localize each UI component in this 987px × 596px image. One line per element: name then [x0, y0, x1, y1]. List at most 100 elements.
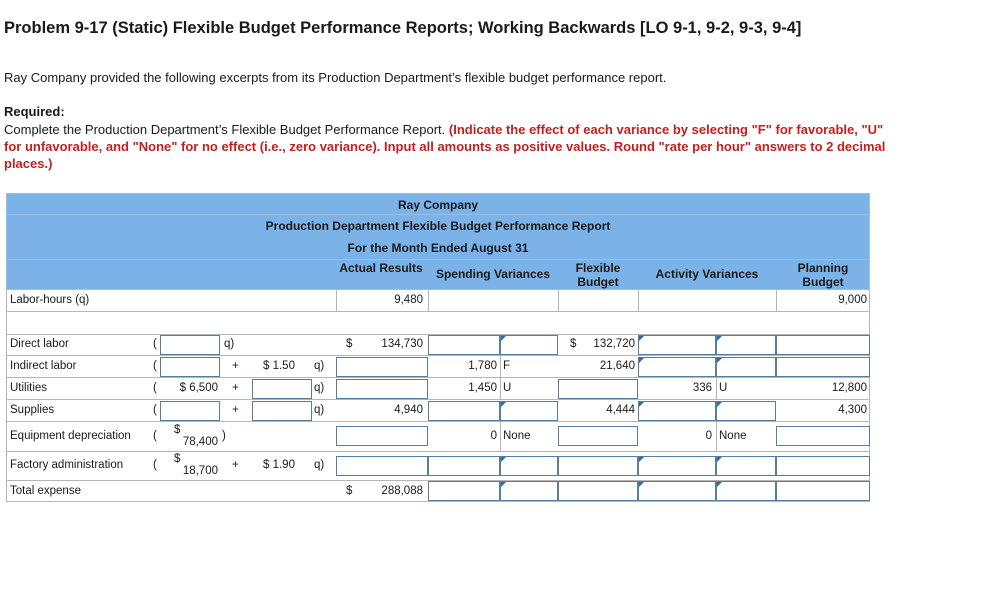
indirect-labor-activity-effect-select[interactable]	[716, 357, 776, 377]
total-actual-dollar: $	[346, 485, 352, 497]
equip-dep-spending-effect: None	[503, 430, 531, 442]
utilities-spending-effect: U	[503, 382, 511, 394]
required-label: Required:	[4, 104, 65, 119]
equip-dep-activity-effect: None	[719, 430, 747, 442]
supplies-flex: 4,444	[560, 404, 635, 416]
indirect-labor-q: q)	[314, 360, 324, 372]
col-activity-variances: Activity Variances	[640, 267, 774, 281]
problem-title: Problem 9-17 (Static) Flexible Budget Pe…	[4, 19, 801, 38]
equip-dep-activity-amount: 0	[640, 430, 712, 442]
open-paren: (	[153, 430, 157, 442]
equip-dep-fixed-dollar: $	[174, 424, 180, 436]
equip-dep-spending-amount: 0	[430, 430, 497, 442]
direct-labor-flex: 132,720	[578, 338, 635, 350]
row-label-direct-labor: Direct labor	[10, 338, 69, 350]
indirect-labor-spending-amount: 1,780	[430, 360, 497, 372]
row-label-equipment-depreciation: Equipment depreciation	[10, 430, 131, 442]
total-planning-input[interactable]	[776, 481, 870, 501]
equip-dep-fixed: 78,400	[162, 436, 218, 448]
supplies-activity-amount-input[interactable]	[638, 401, 716, 421]
total-actual: 288,088	[356, 485, 423, 497]
factory-admin-spending-amount-input[interactable]	[428, 456, 500, 476]
direct-labor-fixed-input[interactable]	[160, 335, 220, 355]
col-spending-variances: Spending Variances	[428, 267, 558, 281]
direct-labor-activity-effect-select[interactable]	[716, 335, 776, 355]
direct-labor-spending-amount-input[interactable]	[428, 335, 500, 355]
direct-labor-spending-effect-select[interactable]	[500, 335, 558, 355]
indirect-labor-flex: 21,640	[560, 360, 635, 372]
supplies-q: q)	[314, 404, 324, 416]
open-paren: (	[153, 404, 157, 416]
supplies-spending-amount-input[interactable]	[428, 401, 500, 421]
labor-hours-label: Labor-hours (q)	[10, 294, 89, 306]
factory-admin-flex-input[interactable]	[558, 456, 638, 476]
required-text: Complete the Production Department’s Fle…	[4, 122, 445, 137]
supplies-fixed-input[interactable]	[160, 401, 220, 421]
utilities-fixed: $ 6,500	[162, 382, 218, 394]
utilities-spending-amount: 1,450	[430, 382, 497, 394]
direct-labor-actual: 134,730	[356, 338, 423, 350]
supplies-plus: +	[232, 404, 239, 416]
required-instructions: Complete the Production Department’s Fle…	[4, 121, 904, 172]
col-planning-budget: Planning Budget	[778, 261, 868, 289]
row-label-utilities: Utilities	[10, 382, 47, 394]
factory-admin-plus: +	[232, 459, 239, 471]
factory-admin-actual-input[interactable]	[336, 456, 428, 476]
open-paren: (	[153, 459, 157, 471]
supplies-activity-effect-select[interactable]	[716, 401, 776, 421]
indirect-labor-planning-input[interactable]	[776, 357, 870, 377]
factory-admin-activity-effect-select[interactable]	[716, 456, 776, 476]
open-paren: (	[153, 360, 157, 372]
direct-labor-activity-amount-input[interactable]	[638, 335, 716, 355]
utilities-q: q)	[314, 382, 324, 394]
utilities-planning: 12,800	[778, 382, 867, 394]
equip-dep-flex-input[interactable]	[558, 426, 638, 446]
factory-admin-planning-input[interactable]	[776, 456, 870, 476]
indirect-labor-plus: +	[232, 360, 239, 372]
close-paren: )	[222, 430, 226, 442]
utilities-activity-amount: 336	[640, 382, 712, 394]
factory-admin-spending-effect-select[interactable]	[500, 456, 558, 476]
row-label-total-expense: Total expense	[10, 485, 81, 497]
indirect-labor-variable-rate: $ 1.50	[263, 360, 295, 372]
open-paren: (	[153, 382, 157, 394]
utilities-plus: +	[232, 382, 239, 394]
col-flexible-budget: Flexible Budget	[562, 261, 634, 289]
total-activity-effect-select[interactable]	[716, 481, 776, 501]
direct-labor-q: q)	[224, 338, 234, 350]
labor-hours-actual: 9,480	[338, 294, 423, 306]
total-activity-amount-input[interactable]	[638, 481, 716, 501]
problem-intro: Ray Company provided the following excer…	[4, 70, 666, 85]
supplies-planning: 4,300	[778, 404, 867, 416]
indirect-labor-fixed-input[interactable]	[160, 357, 220, 377]
factory-admin-fixed: 18,700	[162, 465, 218, 477]
direct-labor-actual-dollar: $	[346, 338, 352, 350]
row-label-supplies: Supplies	[10, 404, 54, 416]
report-period: For the Month Ended August 31	[6, 237, 870, 259]
equip-dep-actual-input[interactable]	[336, 426, 428, 446]
factory-admin-activity-amount-input[interactable]	[638, 456, 716, 476]
open-paren: (	[153, 338, 157, 350]
utilities-activity-effect: U	[719, 382, 727, 394]
total-flex-input[interactable]	[558, 481, 638, 501]
direct-labor-planning-input[interactable]	[776, 335, 870, 355]
report-title: Production Department Flexible Budget Pe…	[6, 215, 870, 237]
indirect-labor-actual-input[interactable]	[336, 357, 428, 377]
supplies-variable-rate-input[interactable]	[252, 401, 312, 421]
indirect-labor-spending-effect: F	[503, 360, 510, 372]
supplies-spending-effect-select[interactable]	[500, 401, 558, 421]
equip-dep-planning-input[interactable]	[776, 426, 870, 446]
labor-hours-planning: 9,000	[778, 294, 867, 306]
total-spending-amount-input[interactable]	[428, 481, 500, 501]
row-label-indirect-labor: Indirect labor	[10, 360, 76, 372]
factory-admin-fixed-dollar: $	[174, 453, 180, 465]
indirect-labor-activity-amount-input[interactable]	[638, 357, 716, 377]
factory-admin-q: q)	[314, 459, 324, 471]
col-actual-results: Actual Results	[336, 261, 426, 275]
total-spending-effect-select[interactable]	[500, 481, 558, 501]
utilities-actual-input[interactable]	[336, 379, 428, 399]
utilities-flex-input[interactable]	[558, 379, 638, 399]
utilities-variable-rate-input[interactable]	[252, 379, 312, 399]
row-label-factory-administration: Factory administration	[10, 459, 123, 471]
report-company: Ray Company	[6, 193, 870, 215]
